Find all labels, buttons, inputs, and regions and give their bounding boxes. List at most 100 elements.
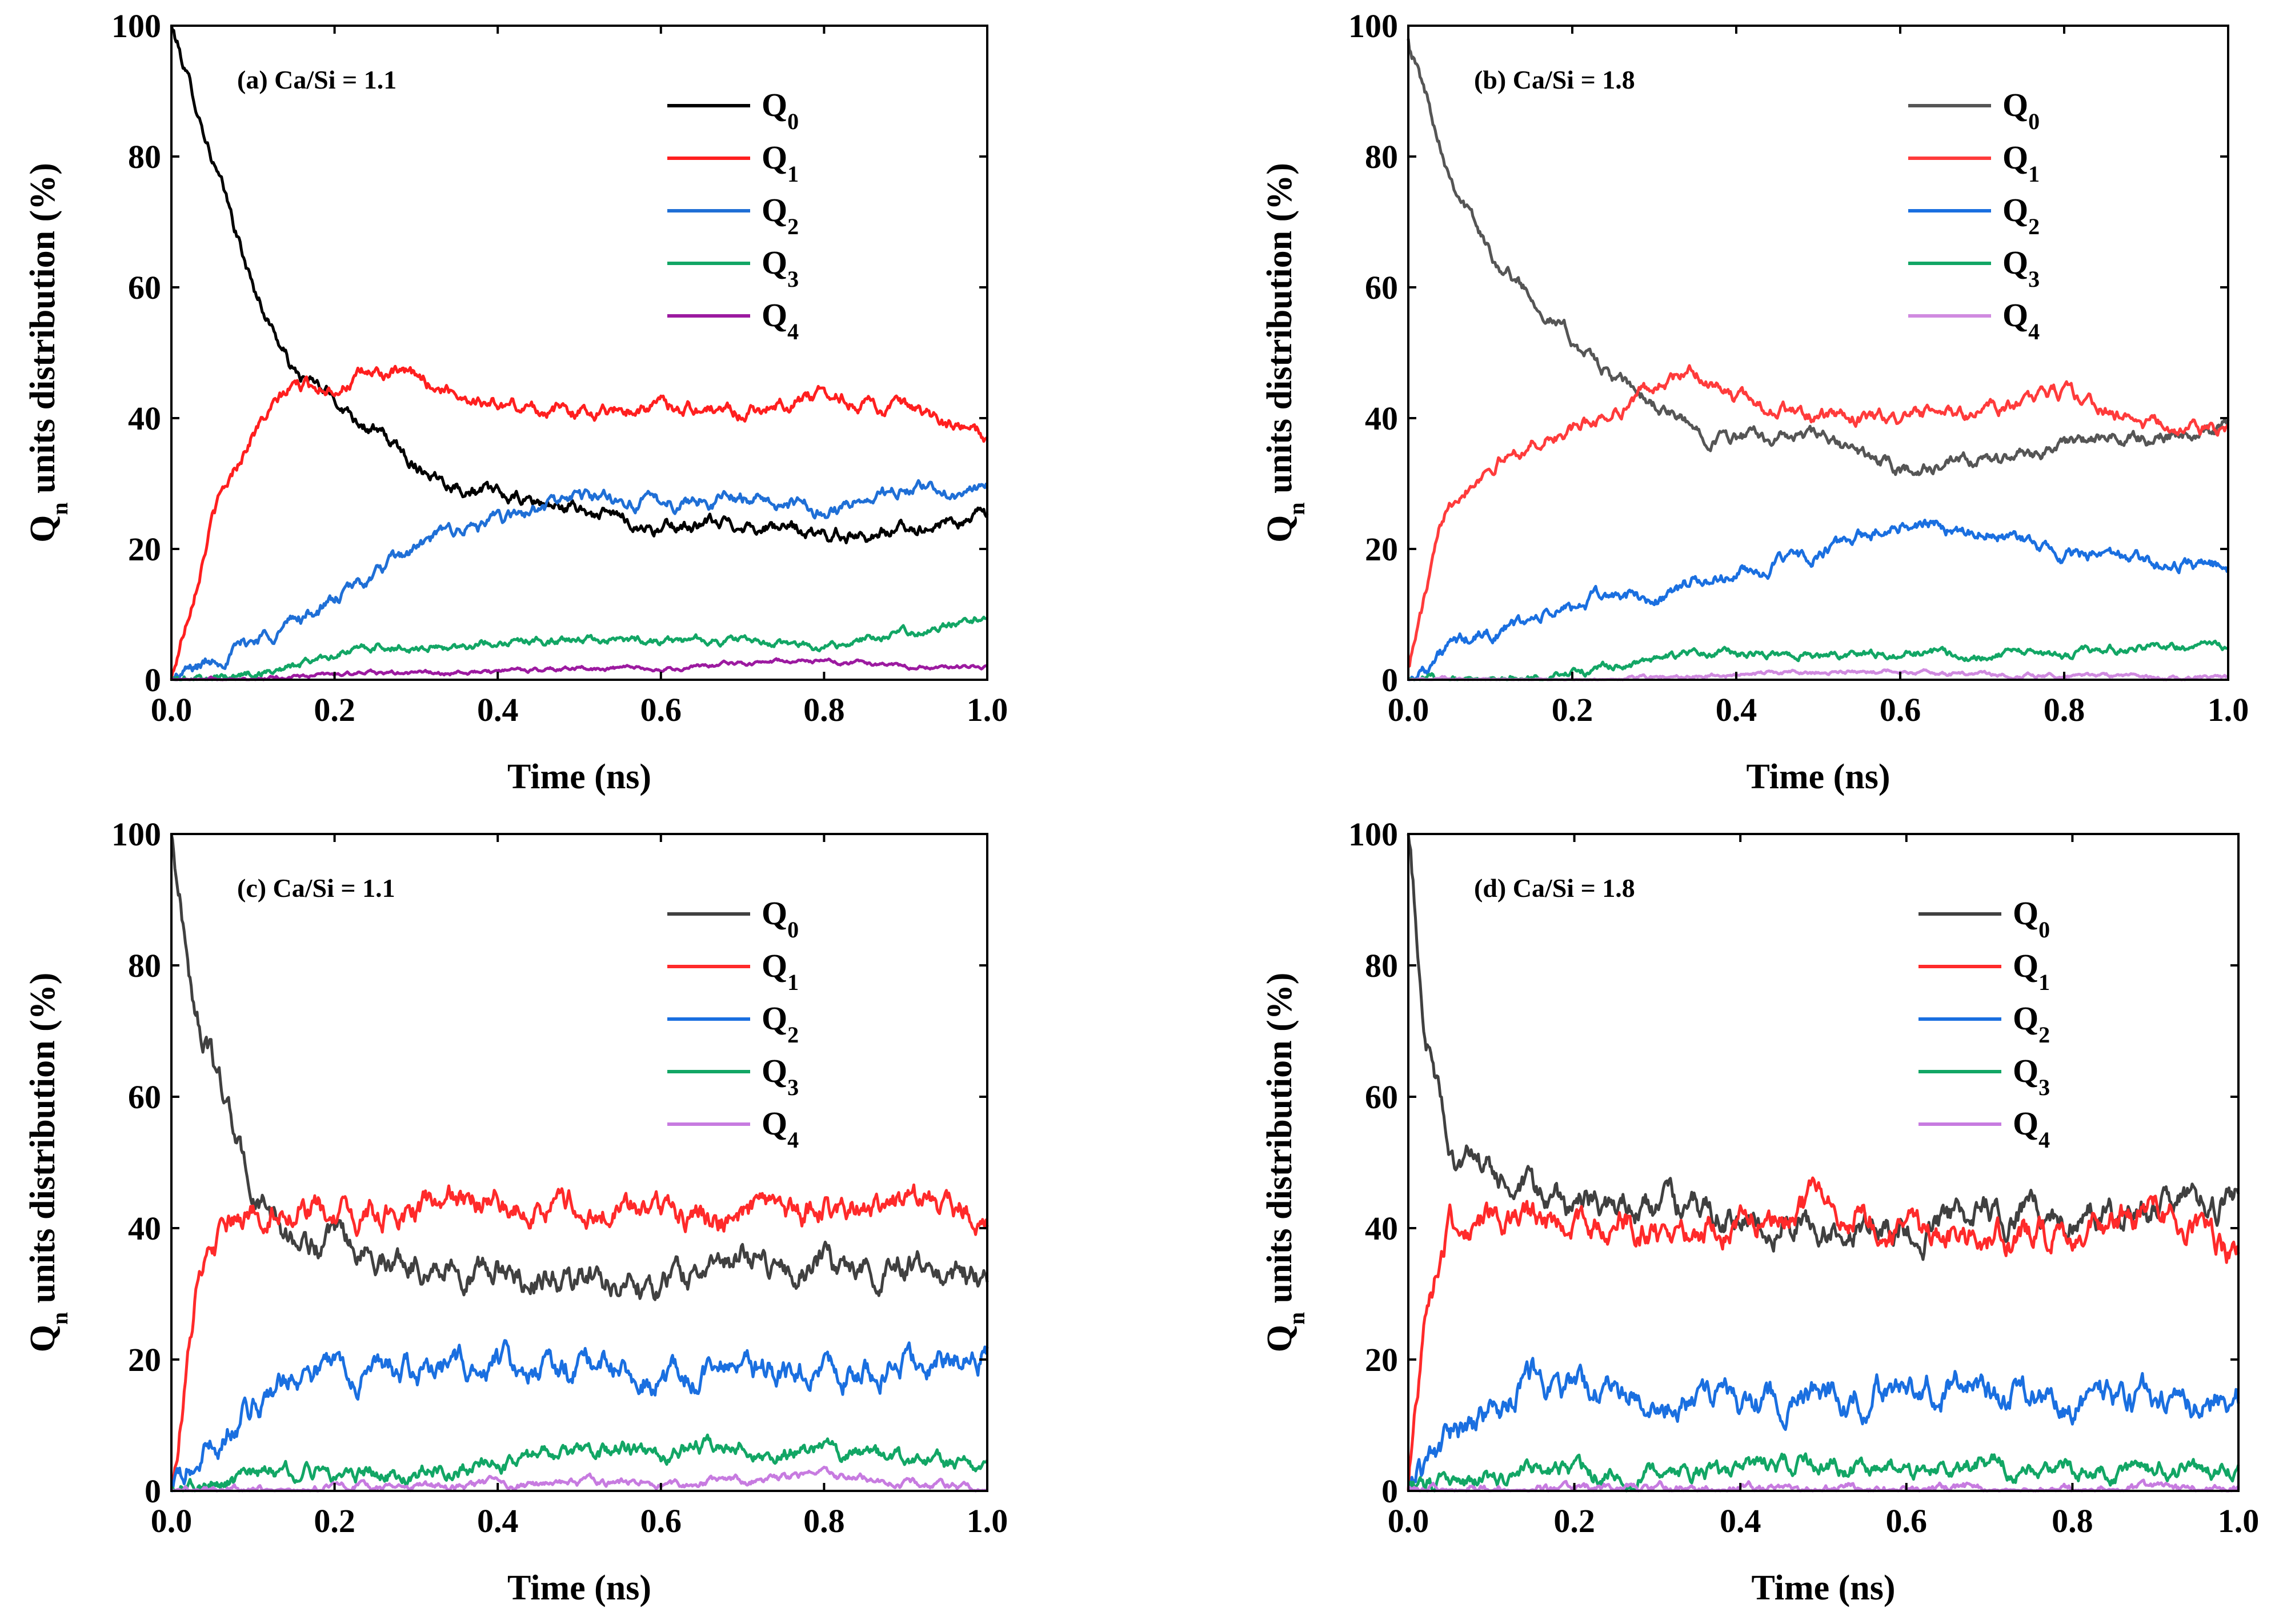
x-tick-label: 0.4 <box>1716 691 1757 728</box>
x-tick-label: 0.0 <box>151 1502 193 1539</box>
legend-label-q2: Q2 <box>762 1000 799 1048</box>
y-tick-label: 60 <box>128 1078 161 1116</box>
x-tick-label: 1.0 <box>967 691 1008 728</box>
plot-frame <box>170 25 988 681</box>
series-line-q3 <box>1407 1452 2240 1493</box>
legend-label-q3: Q3 <box>762 1052 799 1100</box>
series-line-q4 <box>170 657 988 681</box>
y-tick-label: 40 <box>1365 400 1398 437</box>
panel-c: 0 20 40 60 80 100 0.0 0.2 0.4 0.6 0.8 1.0 Time (ns) Q… <box>23 816 1008 1607</box>
y-tick-label: 100 <box>1348 816 1398 853</box>
x-tick-label: 0.6 <box>640 691 682 728</box>
series-line-q2 <box>170 479 988 681</box>
y-tick-label: 20 <box>128 531 161 568</box>
x-tick-label: 0.8 <box>2044 691 2085 728</box>
y-tick-label: 40 <box>128 1210 161 1247</box>
legend-label-q0: Q0 <box>2013 895 2050 943</box>
x-tick-label: 0.6 <box>640 1502 682 1539</box>
plot-frame <box>170 833 988 1492</box>
y-tick-label: 80 <box>128 947 161 984</box>
series-line-q3 <box>170 1433 989 1493</box>
legend-label-q4: Q4 <box>762 1105 799 1153</box>
y-tick-label: 100 <box>111 7 161 45</box>
x-tick-label: 0.2 <box>1553 1502 1595 1539</box>
legend-label-q3: Q3 <box>2002 244 2040 292</box>
series-line-q0 <box>1407 833 2240 1261</box>
y-tick-label: 80 <box>1365 947 1398 984</box>
x-tick-label: 0.0 <box>151 691 193 728</box>
x-tick-label: 1.0 <box>2218 1502 2260 1539</box>
x-tick-label: 0.2 <box>314 1502 355 1539</box>
y-tick-label: 20 <box>1365 531 1398 568</box>
legend-label-q4: Q4 <box>2013 1105 2050 1153</box>
x-tick-label: 0.6 <box>1886 1502 1928 1539</box>
x-tick-label: 0.4 <box>477 691 519 728</box>
x-tick-label: 0.8 <box>2052 1502 2093 1539</box>
x-tick-label: 0.8 <box>803 1502 845 1539</box>
legend-label-q4: Q4 <box>2002 296 2040 344</box>
y-tick-label: 60 <box>1365 1078 1398 1116</box>
x-tick-label: 1.0 <box>967 1502 1008 1539</box>
plot-frame <box>1407 833 2240 1492</box>
y-axis-label: Qn units distribution (%) <box>1260 973 1309 1353</box>
y-axis-label: Qn units distribution (%) <box>23 163 73 543</box>
x-tick-label: 0.0 <box>1388 1502 1429 1539</box>
series-line-q0 <box>170 25 989 544</box>
x-axis-label: Time (ns) <box>507 757 651 796</box>
y-tick-label: 60 <box>128 269 161 306</box>
y-axis-label: Qn units distribution (%) <box>23 973 73 1353</box>
legend-label-q1: Q1 <box>2013 947 2050 995</box>
x-tick-label: 0.6 <box>1880 691 1921 728</box>
legend-label-q1: Q1 <box>762 947 799 995</box>
y-axis-label: Qn units distribution (%) <box>1260 163 1309 543</box>
legend-label-q1: Q1 <box>762 139 799 187</box>
panel-title: (d) Ca/Si = 1.8 <box>1474 873 1635 903</box>
series-line-q4 <box>1407 1478 2240 1493</box>
y-tick-label: 0 <box>1381 661 1398 699</box>
y-tick-label: 40 <box>1365 1210 1398 1247</box>
x-tick-label: 0.8 <box>803 691 845 728</box>
panel-title: (c) Ca/Si = 1.1 <box>237 873 395 903</box>
y-tick-label: 0 <box>145 661 161 699</box>
panel-d: 0 20 40 60 80 100 0.0 0.2 0.4 0.6 0.8 1.0 Time (ns) Q… <box>1260 816 2259 1607</box>
legend-label-q4: Q4 <box>762 296 799 344</box>
y-tick-label: 100 <box>1348 7 1398 45</box>
legend-label-q3: Q3 <box>762 244 799 292</box>
y-tick-label: 0 <box>1381 1473 1398 1510</box>
series-line-q4 <box>1408 668 2229 681</box>
x-tick-label: 0.4 <box>477 1502 519 1539</box>
legend-label-q2: Q2 <box>762 191 799 239</box>
legend-label-q1: Q1 <box>2002 139 2040 187</box>
series-line-q0 <box>170 833 989 1301</box>
x-tick-label: 1.0 <box>2208 691 2249 728</box>
legend-label-q2: Q2 <box>2002 191 2040 239</box>
legend-label-q2: Q2 <box>2013 1000 2050 1048</box>
series-line-q1 <box>1407 1176 2240 1491</box>
legend-label-q0: Q0 <box>762 86 799 134</box>
y-tick-label: 60 <box>1365 269 1398 306</box>
panel-title: (b) Ca/Si = 1.8 <box>1474 65 1635 94</box>
y-tick-label: 100 <box>111 816 161 853</box>
y-tick-label: 80 <box>1365 138 1398 175</box>
x-tick-label: 0.0 <box>1388 691 1429 728</box>
y-tick-label: 80 <box>128 138 161 175</box>
y-tick-label: 20 <box>128 1341 161 1378</box>
x-axis-label: Time (ns) <box>507 1569 651 1607</box>
x-tick-label: 0.2 <box>1552 691 1593 728</box>
y-tick-label: 0 <box>145 1473 161 1510</box>
x-tick-label: 0.4 <box>1720 1502 1761 1539</box>
y-tick-label: 40 <box>128 400 161 437</box>
legend-label-q0: Q0 <box>2002 86 2040 134</box>
series-line-q1 <box>1407 364 2230 668</box>
series-line-q2 <box>1408 519 2230 681</box>
x-axis-label: Time (ns) <box>1746 757 1890 796</box>
series-line-q1 <box>170 364 988 680</box>
series-line-q2 <box>1407 1357 2240 1493</box>
series-line-q1 <box>170 1183 989 1492</box>
series-line-q3 <box>171 615 988 681</box>
panel-title: (a) Ca/Si = 1.1 <box>237 65 396 94</box>
series-line-q0 <box>1407 38 2230 476</box>
y-tick-label: 20 <box>1365 1341 1398 1378</box>
plot-frame <box>1407 25 2229 681</box>
